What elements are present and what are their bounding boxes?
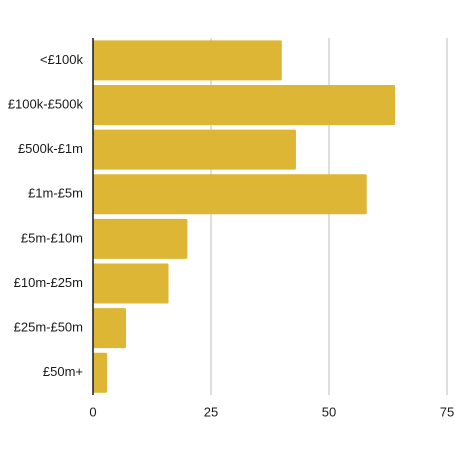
category-label-7: £50m+ [43, 364, 83, 379]
x-tick-label-50: 50 [322, 404, 336, 419]
bar-1 [93, 84, 396, 125]
category-label-1: £100k-£500k [8, 96, 84, 111]
category-label-4: £5m-£10m [21, 230, 83, 245]
bar-7 [93, 352, 108, 393]
category-label-3: £1m-£5m [28, 186, 83, 201]
category-label-6: £25m-£50m [14, 320, 83, 335]
category-label-5: £10m-£25m [14, 275, 83, 290]
bar-6 [93, 308, 127, 349]
bar-5 [93, 263, 169, 304]
bar-0 [93, 40, 282, 81]
category-label-2: £500k-£1m [18, 141, 83, 156]
category-label-0: <£100k [40, 52, 84, 67]
x-tick-label-75: 75 [440, 404, 454, 419]
x-tick-label-0: 0 [89, 404, 96, 419]
bar-3 [93, 174, 367, 215]
x-tick-label-25: 25 [204, 404, 218, 419]
bar-2 [93, 129, 296, 170]
bar-4 [93, 218, 188, 259]
